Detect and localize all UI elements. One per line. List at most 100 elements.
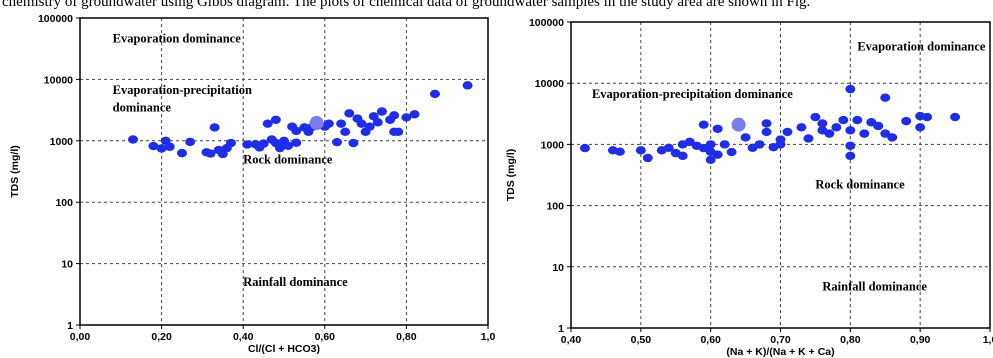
data-point: [712, 150, 723, 159]
data-point: [726, 147, 737, 157]
data-point: [258, 139, 269, 148]
x-tick-label: 0,50: [631, 334, 652, 346]
data-point: [225, 138, 236, 148]
y-tick-label: 10: [552, 262, 564, 274]
data-point: [156, 144, 167, 153]
plot-frame: [79, 17, 489, 326]
region-annotation: Evaporation-precipitation: [113, 83, 252, 97]
data-point: [712, 124, 723, 133]
x-tick-label: 0,20: [151, 331, 172, 343]
data-point: [698, 120, 709, 129]
data-point: [372, 118, 383, 127]
data-point: [393, 127, 404, 137]
data-point: [761, 127, 772, 137]
data-point: [740, 133, 751, 142]
data-point: [663, 143, 674, 152]
y-tick-label: 100000: [38, 13, 73, 25]
data-point: [274, 143, 285, 153]
region-annotation: Rainfall dominance: [822, 279, 927, 293]
data-point: [340, 127, 351, 137]
data-point: [389, 111, 400, 120]
x-tick-label: 0,40: [561, 334, 582, 346]
data-point: [824, 129, 835, 138]
data-point: [429, 89, 440, 99]
data-point: [409, 110, 420, 119]
y-tick-label: 10000: [535, 78, 564, 90]
y-tick-label: 100: [546, 201, 564, 213]
data-point: [148, 141, 159, 151]
data-point: [754, 140, 765, 149]
data-point: [242, 140, 253, 149]
data-point: [761, 119, 772, 128]
data-point: [635, 146, 646, 155]
x-tick-label: 0,60: [700, 334, 721, 346]
region-annotation: Evaporation-precipitation dominance: [592, 87, 793, 101]
chart-1: 0,00 0,20 0,40 0,60 0,80 1,0 1 10 100 1000 10000 10…: [9, 13, 495, 355]
data-point: [845, 126, 856, 135]
data-point: [845, 141, 856, 150]
region-annotation: dominance: [113, 101, 172, 115]
data-point: [376, 107, 387, 116]
data-point: [205, 149, 216, 158]
y-tick-label: 1000: [541, 139, 565, 151]
data-point: [845, 151, 856, 161]
data-point: [332, 137, 343, 147]
x-tick-label: 0,80: [396, 331, 417, 343]
y-tick-label: 1: [558, 323, 564, 335]
data-point: [356, 119, 367, 128]
data-point: [845, 84, 856, 94]
data-point: [364, 122, 375, 131]
y-tick-label: 1000: [50, 136, 74, 148]
data-point: [291, 126, 302, 136]
data-point: [323, 119, 334, 128]
data-point: [344, 109, 355, 118]
x-axis-label: (Na + K)/(Na + K + Ca): [726, 346, 834, 358]
data-point: [922, 112, 933, 122]
x-axis-label: Cl/(Cl + HCO3): [248, 343, 320, 355]
data-point: [177, 148, 187, 158]
data-point: [950, 112, 961, 122]
region-annotation: Evaporation dominance: [857, 40, 986, 54]
data-point: [901, 116, 912, 126]
x-tick-label: 0,60: [315, 331, 336, 343]
data-point: [803, 134, 814, 143]
y-axis-label: TDS (mg/l): [9, 145, 21, 198]
x-tick-label: 1,0: [983, 334, 993, 346]
data-point: [209, 123, 220, 132]
data-point: [775, 140, 786, 149]
data-point: [705, 140, 716, 149]
y-tick-label: 1: [67, 320, 73, 332]
caption-fragment: chemistry of groundwater using Gibbs dia…: [0, 0, 993, 12]
y-tick-label: 100000: [529, 17, 564, 29]
x-tick-label: 0,00: [70, 331, 91, 343]
data-point: [348, 138, 359, 148]
y-tick-label: 100: [55, 197, 73, 209]
data-point: [852, 115, 863, 125]
highlight-point: [309, 115, 324, 130]
data-point: [796, 123, 807, 132]
region-annotation: Rainfall dominance: [243, 275, 348, 289]
x-tick-label: 0,80: [840, 334, 861, 346]
data-point: [401, 113, 412, 122]
data-point: [859, 129, 870, 138]
data-point: [164, 142, 175, 151]
data-point: [677, 151, 688, 161]
data-point: [719, 140, 730, 149]
data-point: [270, 115, 281, 124]
x-tick-label: 0,40: [233, 331, 254, 343]
data-point: [579, 143, 590, 153]
data-point: [705, 155, 716, 165]
data-point: [262, 119, 273, 128]
y-tick-label: 10: [61, 259, 73, 271]
data-point: [185, 137, 196, 147]
chart-2: 0,40 0,50 0,60 0,70 0,80 0,90 1,0 1 10 100 1000 100…: [505, 17, 993, 358]
data-point: [873, 121, 884, 131]
y-tick-label: 10000: [44, 74, 73, 86]
x-tick-label: 1,0: [481, 331, 496, 343]
data-point: [880, 93, 891, 102]
data-point: [336, 119, 347, 128]
data-point: [810, 112, 821, 122]
region-annotation: Evaporation dominance: [113, 31, 242, 45]
data-point: [831, 123, 842, 132]
